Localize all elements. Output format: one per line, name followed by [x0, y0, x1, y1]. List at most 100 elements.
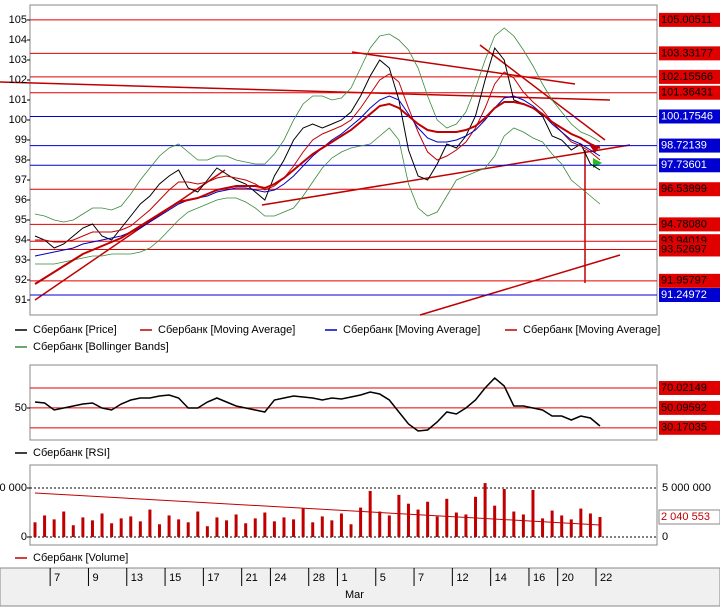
volume-bar — [579, 508, 583, 538]
volume-bar — [445, 498, 449, 538]
volume-bar — [196, 511, 200, 538]
volume-trend — [34, 492, 601, 526]
volume-bar — [148, 509, 152, 538]
y-tick-label: 100 — [9, 114, 27, 126]
volume-bar — [282, 517, 286, 538]
volume-bar — [205, 526, 209, 538]
x-tick-label: 24 — [274, 572, 286, 584]
volume-bar — [435, 516, 439, 538]
y-tick-label: 95 — [15, 214, 27, 226]
volume-bar — [225, 520, 229, 538]
legend-label: Сбербанк [Price] — [33, 324, 117, 336]
volume-bar — [339, 513, 343, 538]
level-label: 105.00511 — [661, 14, 712, 26]
level-label: 91.95797 — [661, 275, 707, 287]
series-line — [34, 376, 601, 432]
level-box — [659, 273, 720, 288]
volume-bar — [157, 524, 161, 538]
volume-bar — [493, 505, 497, 538]
volume-panel — [29, 464, 658, 546]
volume-bar — [52, 519, 56, 538]
volume-bar — [320, 516, 324, 538]
volume-bar — [33, 522, 37, 538]
series-line — [34, 101, 601, 285]
level-label: 30.17035 — [661, 422, 707, 434]
level-label: 94.78080 — [661, 218, 707, 230]
level-box — [659, 158, 720, 173]
y-tick-label: 101 — [9, 94, 27, 106]
volume-bar — [416, 509, 420, 538]
y-tick-label: 102 — [9, 74, 27, 86]
volume-bar — [167, 515, 171, 538]
y-tick-label: 96 — [15, 194, 27, 206]
x-tick-label: 14 — [495, 572, 507, 584]
bollinger-band — [34, 27, 601, 223]
volume-bar — [359, 507, 363, 538]
bollinger-band — [35, 127, 601, 265]
volume-bar — [349, 524, 353, 538]
volume-bar — [234, 514, 238, 538]
volume-bar — [215, 517, 219, 538]
y-tick-label-right: 0 — [662, 531, 668, 543]
y-tick-label: 0 — [21, 531, 27, 543]
volume-bar — [292, 519, 296, 538]
volume-bar — [272, 521, 276, 538]
legend-label: Сбербанк [Moving Average] — [523, 324, 660, 336]
volume-bar — [474, 496, 478, 538]
level-label: 100.17546 — [661, 110, 713, 122]
y-tick-label: 94 — [15, 234, 27, 246]
level-label: 2 040 553 — [661, 511, 710, 523]
level-box — [659, 46, 720, 61]
volume-bar — [263, 512, 267, 538]
level-label: 93.52697 — [661, 243, 707, 255]
volume-bar — [550, 510, 554, 538]
volume-bar — [397, 494, 401, 538]
x-tick-label: 22 — [600, 572, 612, 584]
volume-bar — [588, 513, 592, 538]
volume-bar — [110, 523, 114, 538]
volume-bar — [129, 516, 133, 538]
x-tick-label: 7 — [418, 572, 424, 584]
volume-bar — [138, 521, 142, 538]
y-tick-label: 92 — [15, 274, 27, 286]
volume-bar — [426, 501, 430, 538]
level-label: 102.15566 — [661, 71, 713, 83]
volume-bar — [119, 518, 123, 538]
y-tick-label: 103 — [9, 54, 27, 66]
volume-bar — [406, 503, 410, 538]
legend-label: Сбербанк [Moving Average] — [158, 324, 295, 336]
legend-label: Сбербанк [RSI] — [33, 447, 110, 459]
volume-bar — [502, 488, 506, 538]
volume-bar — [560, 515, 564, 538]
volume-bar — [62, 511, 66, 538]
series-line — [35, 71, 601, 243]
time-axis — [0, 567, 720, 607]
y-tick-label: 104 — [9, 34, 27, 46]
volume-bar — [521, 514, 525, 538]
x-tick-label: 5 — [380, 572, 386, 584]
volume-bar — [244, 523, 248, 538]
volume-bar — [512, 511, 516, 538]
x-tick-label: 12 — [456, 572, 468, 584]
volume-bar — [311, 522, 315, 538]
x-tick-label: 20 — [562, 572, 574, 584]
y-tick-label: 50 — [15, 402, 27, 414]
legend-label: Сбербанк [Moving Average] — [343, 324, 480, 336]
level-label: 101.36431 — [661, 87, 713, 99]
volume-bar — [177, 519, 181, 538]
x-tick-label: 1 — [341, 572, 347, 584]
level-label: 91.24972 — [661, 289, 707, 301]
volume-bar — [541, 518, 545, 538]
level-box — [659, 380, 720, 395]
volume-bar — [464, 514, 468, 538]
level-box — [659, 12, 720, 27]
trend-lines — [0, 44, 631, 316]
volume-bar — [483, 483, 487, 538]
level-label: 98.72139 — [661, 139, 707, 151]
x-axis-label: Mar — [345, 589, 364, 601]
level-box — [659, 138, 720, 153]
x-tick-label: 28 — [313, 572, 325, 584]
volume-bar — [81, 517, 85, 538]
